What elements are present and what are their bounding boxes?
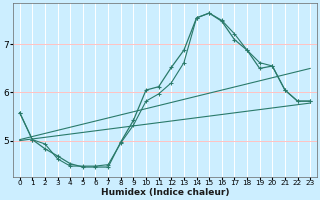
X-axis label: Humidex (Indice chaleur): Humidex (Indice chaleur) — [101, 188, 229, 197]
